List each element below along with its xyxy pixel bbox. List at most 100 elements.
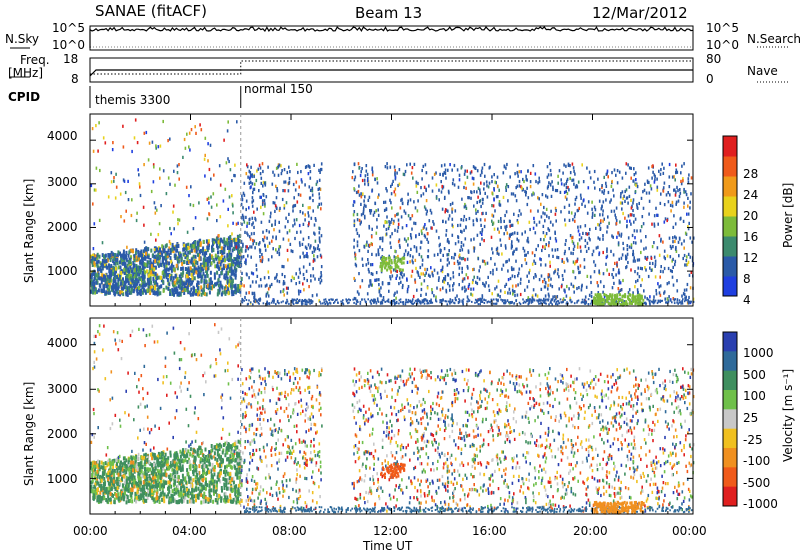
power-colorbar-frame — [722, 135, 738, 297]
power-cell — [673, 302, 676, 305]
power-cell — [621, 190, 624, 194]
power-cell — [441, 267, 444, 271]
power-cell — [127, 179, 129, 183]
power-cell — [612, 188, 614, 192]
power-cell — [492, 298, 495, 301]
power-cell — [547, 273, 550, 277]
power-cell — [481, 201, 484, 205]
power-cell — [283, 293, 285, 297]
power-cell — [142, 266, 144, 271]
power-cell — [254, 216, 256, 220]
power-cell — [384, 220, 386, 224]
power-cell — [565, 302, 568, 305]
power-cell — [301, 299, 304, 301]
power-cell — [589, 275, 592, 279]
power-cell — [117, 265, 120, 270]
power-cell — [615, 216, 617, 220]
power-cell — [235, 237, 238, 242]
power-cell — [144, 247, 147, 252]
power-cell — [634, 236, 636, 240]
power-cell — [445, 233, 447, 237]
power-cell — [444, 275, 447, 279]
power-cell — [278, 252, 281, 257]
power-cell — [142, 205, 145, 209]
power-cell — [112, 272, 115, 277]
velocity-cell — [151, 456, 154, 461]
power-cell — [566, 191, 569, 196]
power-cell — [105, 280, 108, 285]
power-cell — [577, 180, 580, 184]
power-cell — [198, 242, 201, 247]
power-cell — [448, 241, 450, 245]
power-cell — [195, 267, 198, 272]
power-cell — [609, 294, 612, 298]
power-colorbar-swatch — [723, 256, 737, 277]
power-cell — [218, 256, 221, 261]
power-cell — [516, 293, 519, 297]
power-cell — [432, 220, 434, 224]
power-cell — [160, 278, 163, 283]
power-cell — [538, 180, 541, 184]
power-cell — [241, 197, 244, 201]
power-cell — [537, 299, 539, 303]
power-cell — [122, 124, 124, 128]
power-cell — [466, 175, 469, 179]
power-cell — [601, 184, 603, 188]
power-cell — [606, 169, 609, 173]
power-cell — [394, 259, 396, 263]
power-cell — [204, 259, 207, 264]
power-cell — [93, 285, 96, 290]
power-cell — [313, 223, 316, 227]
power-cell — [666, 297, 669, 301]
power-cell — [356, 231, 359, 235]
power-cell — [465, 206, 468, 210]
power-cell — [669, 244, 672, 248]
power-cell — [625, 265, 628, 269]
power-cell — [497, 293, 500, 297]
power-cell — [195, 246, 198, 251]
power-cell — [554, 237, 557, 241]
power-cell — [436, 286, 438, 290]
power-cell — [149, 258, 152, 262]
power-cell — [599, 213, 601, 217]
power-cell — [126, 264, 129, 268]
power-cell — [558, 169, 561, 173]
power-cell — [271, 223, 273, 227]
power-cell — [262, 302, 265, 305]
power-cell — [186, 132, 188, 136]
power-cell — [534, 172, 537, 176]
power-cell — [302, 203, 304, 207]
power-cell — [305, 254, 308, 258]
power-cell — [612, 268, 615, 272]
power-cell — [466, 257, 469, 261]
power-cell — [638, 258, 641, 262]
power-cell — [548, 273, 551, 277]
power-cell — [512, 267, 515, 271]
power-cell — [676, 185, 678, 189]
power-cell — [481, 166, 484, 170]
power-cell — [293, 204, 295, 208]
power-cell — [93, 222, 96, 226]
power-cell — [133, 258, 136, 263]
power-cell — [542, 280, 544, 284]
power-cell — [114, 270, 117, 275]
power-cell — [292, 182, 295, 187]
power-cell — [356, 299, 359, 302]
power-cell — [187, 260, 190, 264]
power-cell — [168, 274, 171, 279]
power-cell — [209, 262, 212, 267]
power-cell — [250, 173, 252, 177]
power-cell — [358, 234, 360, 238]
power-cell — [203, 281, 206, 286]
power-cell — [318, 187, 321, 191]
power-cell — [360, 213, 363, 217]
power-cell — [598, 300, 601, 303]
power-cell — [449, 288, 451, 292]
power-cell — [243, 284, 245, 288]
power-cell — [625, 196, 628, 200]
power-cell — [513, 231, 516, 235]
power-cell — [300, 178, 303, 182]
power-cell — [286, 300, 289, 303]
power-cell — [271, 182, 274, 186]
power-cell — [309, 196, 312, 200]
